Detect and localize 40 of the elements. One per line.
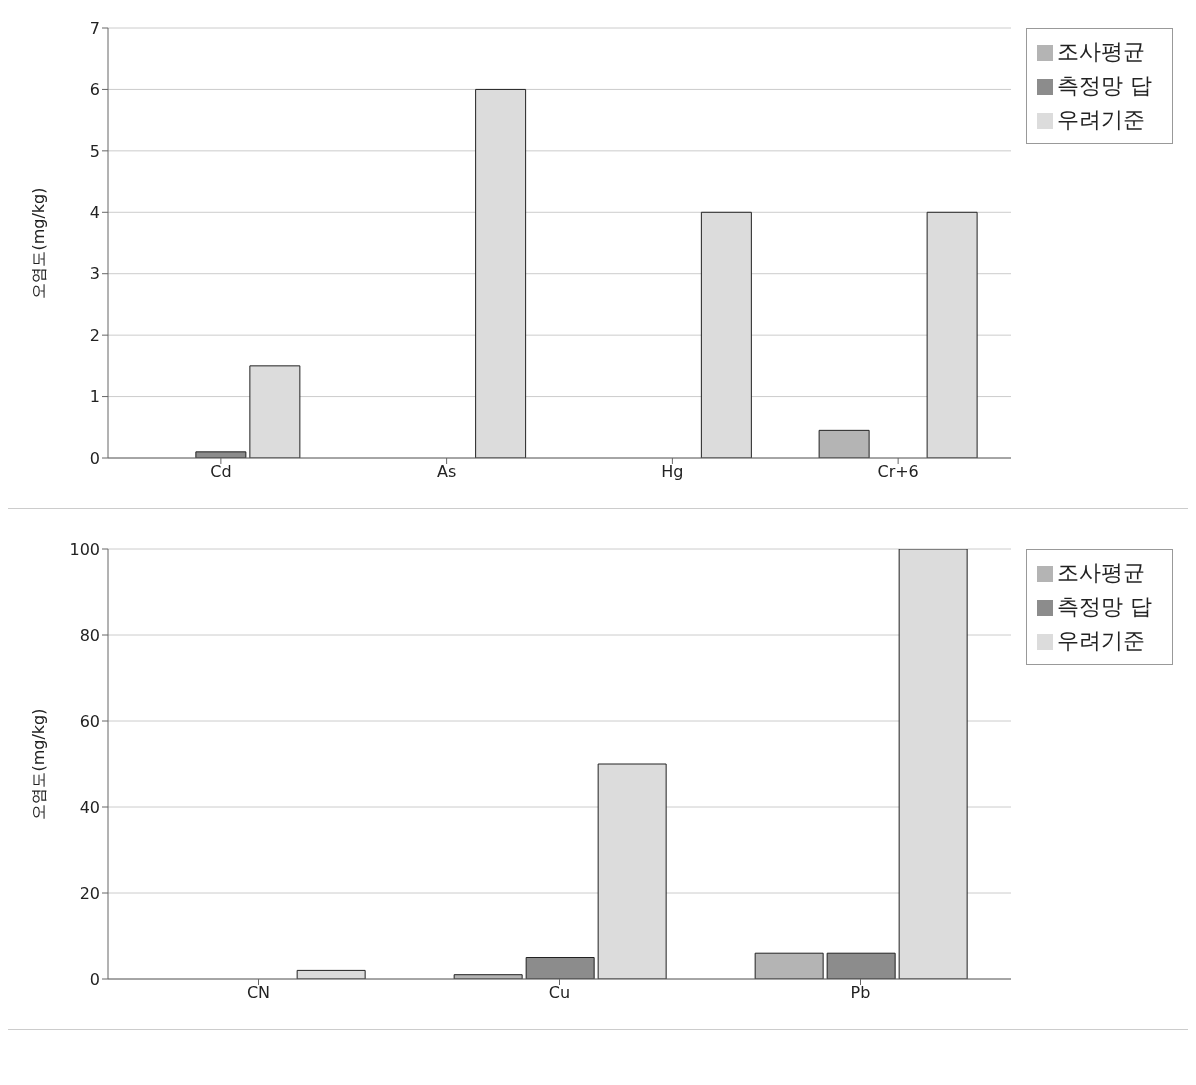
- bar: [525, 957, 595, 979]
- y-tick-label: 0: [89, 969, 100, 989]
- legend-label: 조사평균: [1057, 560, 1145, 585]
- y-tick-label: 0: [89, 448, 100, 468]
- y-tick-label: 7: [89, 18, 100, 38]
- y-tick-label: 100: [69, 539, 100, 559]
- x-tick-label: Cr+6: [877, 462, 919, 482]
- y-tick-label: 4: [89, 202, 100, 222]
- x-tick-label: Cu: [548, 983, 571, 1003]
- x-tick-label: Hg: [661, 462, 684, 482]
- y-tick-label: 40: [79, 797, 100, 817]
- bar: [597, 763, 667, 979]
- y-tick-label: 20: [79, 883, 100, 903]
- y-tick-label: 5: [89, 141, 100, 161]
- x-tick-label: Pb: [850, 983, 871, 1003]
- bar: [249, 365, 301, 458]
- y-tick-label: 3: [89, 264, 100, 284]
- bar: [475, 88, 527, 458]
- y-tick-label: 2: [89, 325, 100, 345]
- legend-label: 우려기준: [1057, 628, 1145, 653]
- bar: [826, 952, 896, 979]
- bar: [926, 211, 978, 458]
- y-tick-label: 80: [79, 625, 100, 645]
- bar: [700, 211, 752, 458]
- y-tick-label: 60: [79, 711, 100, 731]
- y-axis-title: 오염도(mg/kg): [28, 187, 48, 299]
- y-tick-label: 6: [89, 80, 100, 100]
- legend-label: 조사평균: [1057, 39, 1145, 64]
- legend-label: 측정망 답: [1057, 594, 1152, 619]
- x-tick-label: As: [436, 462, 457, 482]
- y-tick-label: 1: [89, 387, 100, 407]
- bar: [818, 429, 870, 458]
- bar: [898, 549, 968, 979]
- y-axis-title: 오염도(mg/kg): [28, 708, 48, 820]
- legend-label: 우려기준: [1057, 107, 1145, 132]
- bar: [754, 952, 824, 979]
- x-tick-label: CN: [246, 983, 271, 1003]
- legend-label: 측정망 답: [1057, 73, 1152, 98]
- x-tick-label: Cd: [210, 462, 232, 482]
- bar: [195, 451, 247, 458]
